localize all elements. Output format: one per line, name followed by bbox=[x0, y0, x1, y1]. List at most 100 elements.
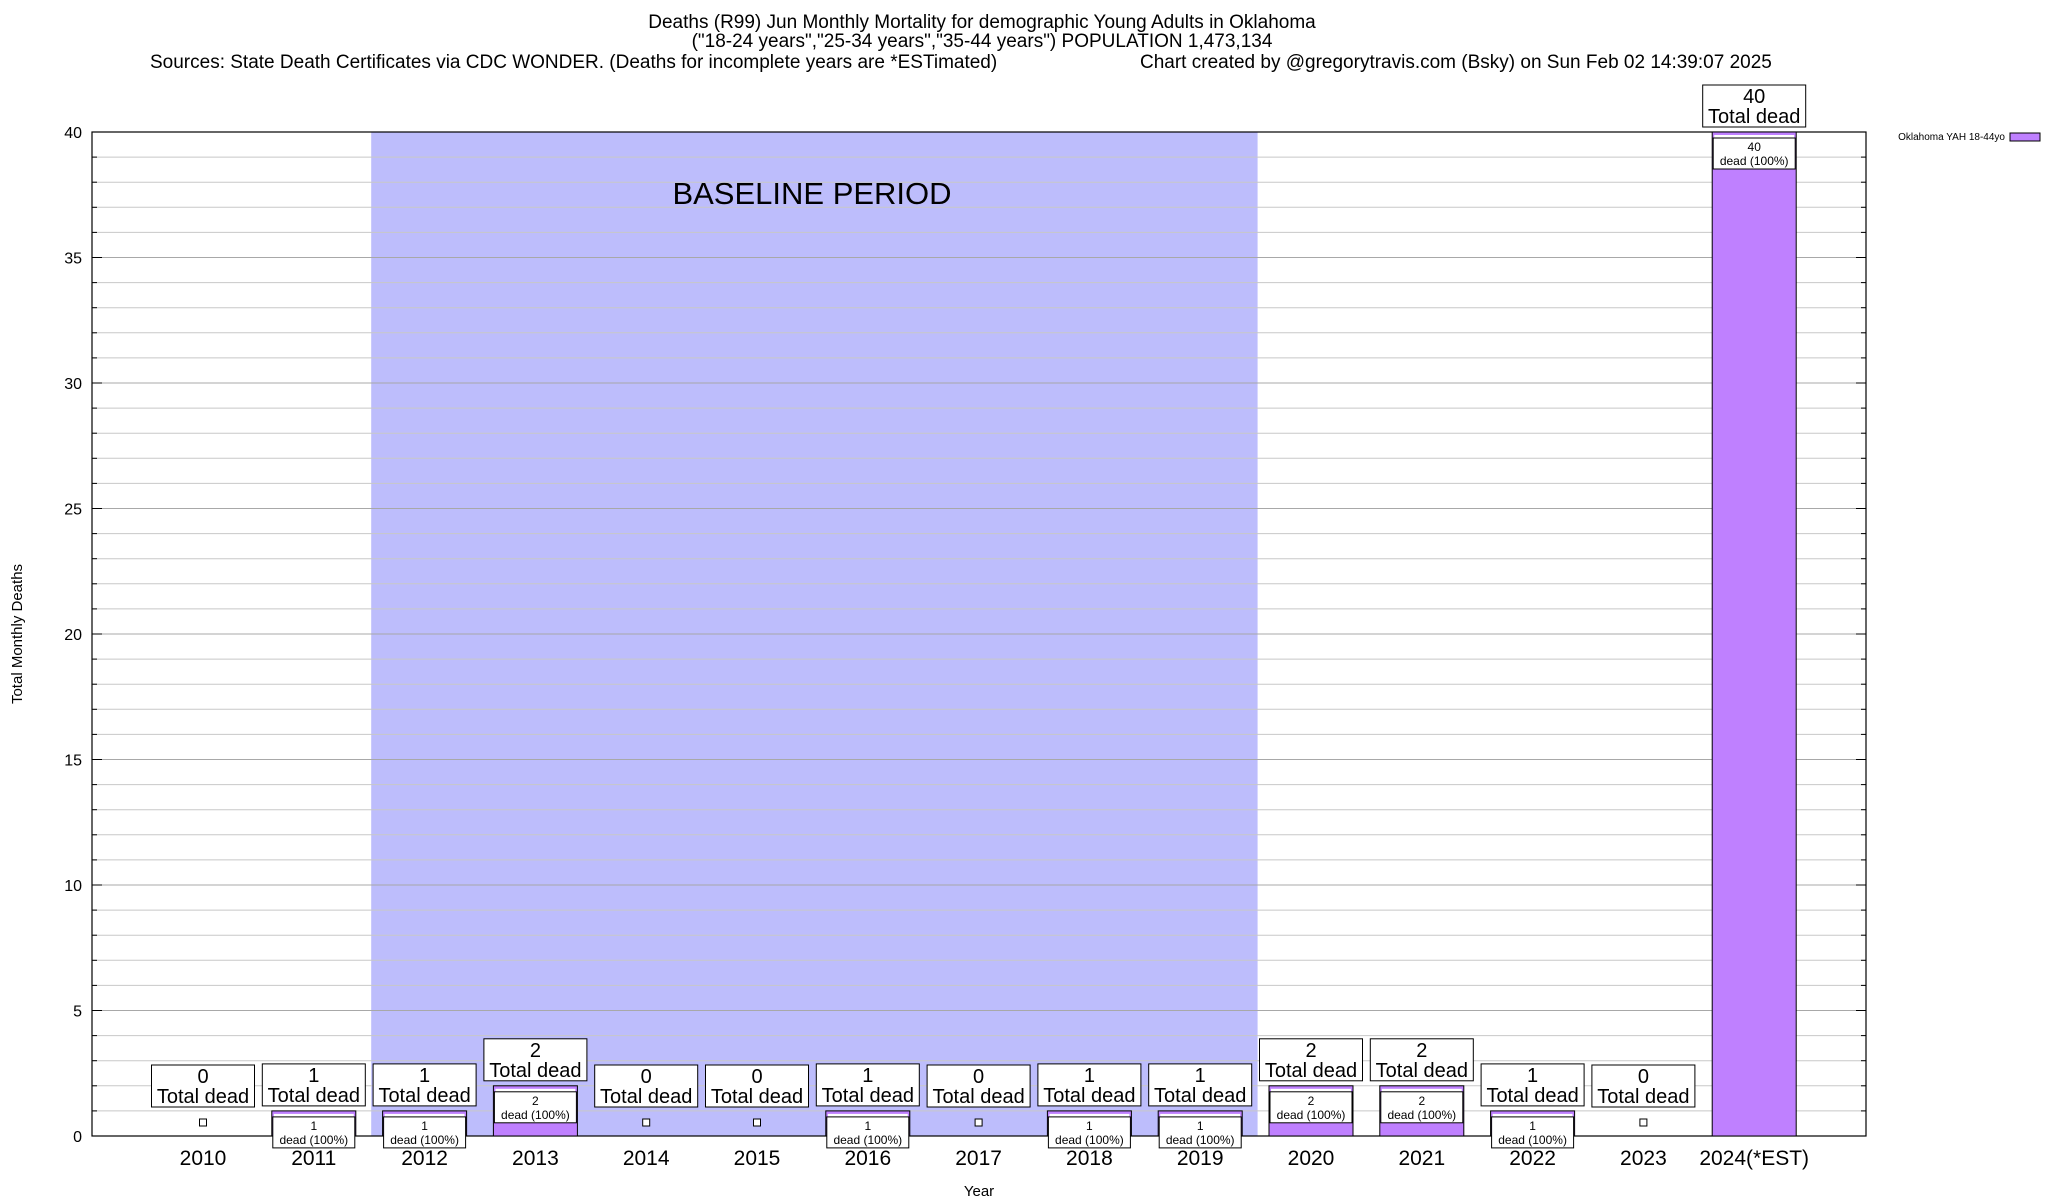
y-tick-label: 30 bbox=[64, 376, 82, 393]
bar-inner-label: dead (100%) bbox=[833, 1133, 902, 1147]
total-label: Total dead bbox=[378, 1085, 470, 1107]
bar-highlight bbox=[827, 1113, 908, 1117]
total-label: Total dead bbox=[711, 1086, 803, 1108]
total-value: 0 bbox=[641, 1066, 652, 1088]
legend-swatch bbox=[2009, 132, 2041, 142]
total-label-box bbox=[594, 1064, 699, 1108]
x-tick-label: 2019 bbox=[1177, 1147, 1224, 1170]
zero-marker bbox=[642, 1118, 651, 1127]
bar-highlight bbox=[1160, 1113, 1241, 1117]
x-tick-label: 2022 bbox=[1509, 1147, 1556, 1170]
bar-inner-value: 1 bbox=[1197, 1119, 1204, 1133]
chart-credit: Chart created by @gregorytravis.com (Bsk… bbox=[1140, 52, 1772, 73]
total-label-box bbox=[1037, 1063, 1142, 1107]
total-label-box bbox=[705, 1064, 809, 1108]
total-label-box bbox=[1369, 1038, 1474, 1082]
total-label: Total dead bbox=[1043, 1085, 1135, 1107]
y-tick-label: 15 bbox=[64, 753, 82, 770]
total-label: Total dead bbox=[1376, 1060, 1468, 1082]
total-value: 2 bbox=[1416, 1040, 1427, 1062]
bar-inner-label-box bbox=[1380, 1091, 1464, 1124]
bar-inner-label: dead (100%) bbox=[279, 1133, 348, 1147]
total-value: 1 bbox=[1195, 1065, 1206, 1087]
total-label-box bbox=[151, 1064, 255, 1108]
bar-highlight bbox=[1271, 1088, 1351, 1092]
total-label: Total dead bbox=[1708, 106, 1800, 128]
zero-marker bbox=[1639, 1118, 1648, 1127]
y-tick-label: 25 bbox=[64, 502, 82, 519]
bar-inner-label-box bbox=[1269, 1091, 1353, 1124]
x-tick-label: 2011 bbox=[291, 1147, 336, 1170]
bar-inner-label-box bbox=[272, 1116, 356, 1149]
y-tick-label: 20 bbox=[64, 627, 82, 644]
zero-marker bbox=[974, 1118, 983, 1127]
zero-marker bbox=[753, 1118, 761, 1127]
x-tick-label: 2024(*EST) bbox=[1699, 1147, 1809, 1170]
total-value: 1 bbox=[308, 1065, 319, 1087]
x-tick-label: 2015 bbox=[734, 1147, 781, 1170]
total-label: Total dead bbox=[822, 1085, 914, 1107]
total-value: 2 bbox=[530, 1040, 541, 1062]
bar-inner-label: dead (100%) bbox=[1498, 1133, 1567, 1147]
bar-highlight bbox=[273, 1113, 354, 1117]
bar-highlight bbox=[1492, 1113, 1573, 1117]
total-value: 0 bbox=[751, 1066, 762, 1088]
bar-inner-label-box bbox=[383, 1116, 467, 1149]
bar-highlight bbox=[384, 1113, 465, 1117]
plot-frame bbox=[91, 131, 1867, 1137]
y-tick-label: 35 bbox=[64, 251, 82, 268]
y-tick-label: 40 bbox=[64, 125, 82, 142]
bar-inner-label: dead (100%) bbox=[1055, 1133, 1124, 1147]
x-tick-label: 2023 bbox=[1620, 1147, 1667, 1170]
total-label: Total dead bbox=[932, 1086, 1024, 1108]
total-label-box bbox=[1259, 1038, 1363, 1082]
baseline-period-label: BASELINE PERIOD bbox=[672, 176, 951, 211]
bar-inner-label-box bbox=[1491, 1116, 1575, 1149]
total-label-box bbox=[1591, 1064, 1696, 1108]
total-label: Total dead bbox=[489, 1060, 581, 1082]
bar-inner-value: 1 bbox=[310, 1119, 317, 1133]
bar-highlight bbox=[1381, 1088, 1462, 1092]
zero-marker bbox=[199, 1118, 207, 1127]
chart-sources: Sources: State Death Certificates via CD… bbox=[150, 52, 998, 73]
total-value: 1 bbox=[862, 1065, 873, 1087]
bar bbox=[1711, 131, 1797, 1137]
total-value: 0 bbox=[197, 1066, 208, 1088]
bar-inner-value: 2 bbox=[532, 1094, 539, 1108]
x-tick-label: 2010 bbox=[180, 1147, 227, 1170]
total-label-box bbox=[926, 1064, 1031, 1108]
bar-inner-label-box bbox=[1712, 137, 1796, 170]
chart-title-line1: Deaths (R99) Jun Monthly Mortality for d… bbox=[648, 12, 1316, 33]
bar-inner-value: 1 bbox=[864, 1119, 871, 1133]
bar-inner-value: 1 bbox=[421, 1119, 428, 1133]
total-label-box bbox=[261, 1063, 366, 1107]
bar-inner-label: dead (100%) bbox=[1387, 1108, 1456, 1122]
x-axis-label: Year bbox=[964, 1183, 994, 1200]
x-tick-label: 2013 bbox=[512, 1147, 559, 1170]
total-label-box bbox=[1480, 1063, 1585, 1107]
chart-title-line2: ("18-24 years","25-34 years","35-44 year… bbox=[691, 31, 1273, 52]
x-tick-label: 2012 bbox=[401, 1147, 448, 1170]
bar-inner-value: 1 bbox=[1086, 1119, 1093, 1133]
x-tick-label: 2018 bbox=[1066, 1147, 1113, 1170]
y-axis-label: Total Monthly Deaths bbox=[9, 564, 26, 704]
y-tick-label: 5 bbox=[73, 1004, 82, 1021]
total-label: Total dead bbox=[268, 1085, 360, 1107]
bar-inner-label-box bbox=[826, 1116, 910, 1149]
x-tick-label: 2017 bbox=[955, 1147, 1002, 1170]
total-value: 0 bbox=[973, 1066, 984, 1088]
total-label: Total dead bbox=[1486, 1085, 1578, 1107]
bar-inner-label-box bbox=[493, 1091, 577, 1124]
x-tick-label: 2021 bbox=[1398, 1147, 1445, 1170]
bar-inner-value: 1 bbox=[1529, 1119, 1536, 1133]
bar-inner-label: dead (100%) bbox=[1166, 1133, 1235, 1147]
total-label-box bbox=[372, 1063, 477, 1107]
bar-inner-label: dead (100%) bbox=[1277, 1108, 1346, 1122]
x-tick-label: 2014 bbox=[623, 1147, 670, 1170]
bar-highlight bbox=[495, 1088, 576, 1092]
total-label: Total dead bbox=[600, 1086, 692, 1108]
total-label-box bbox=[1702, 84, 1807, 128]
bar-inner-label: dead (100%) bbox=[501, 1108, 570, 1122]
total-label: Total dead bbox=[1154, 1085, 1246, 1107]
